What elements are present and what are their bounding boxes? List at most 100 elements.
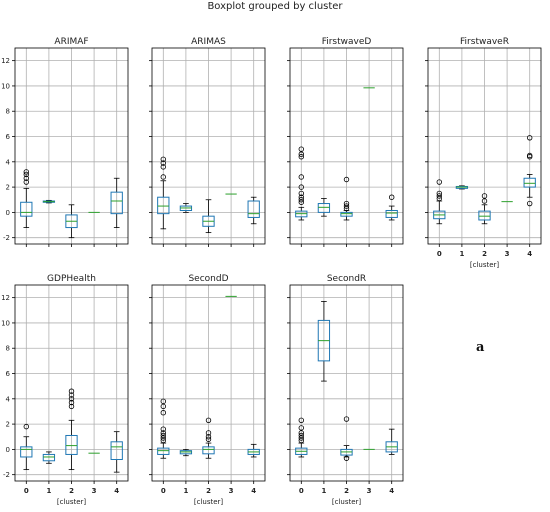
box-cluster-0: [295, 146, 308, 221]
outlier-point: [160, 437, 166, 444]
box-cluster-2: [202, 417, 215, 459]
x-tick-label: 4: [251, 487, 256, 495]
y-tick-label: 10: [1, 82, 10, 90]
subplot-title: FirstwaveR: [460, 37, 509, 47]
outlier-point: [23, 171, 29, 178]
x-tick-label: 0: [299, 487, 304, 495]
iqr-box: [157, 447, 170, 455]
outlier-point: [298, 435, 304, 441]
outlier-point: [298, 146, 304, 152]
x-tick-label: 0: [24, 487, 29, 495]
x-tick-label: 1: [459, 250, 464, 258]
box-cluster-4: [247, 443, 260, 458]
x-axis-label: [cluster]: [57, 498, 87, 506]
x-tick-label: 4: [389, 487, 394, 495]
x-tick-label: 3: [505, 250, 510, 258]
outlier-point: [298, 190, 304, 197]
iqr-box: [20, 446, 33, 458]
x-tick-label: 4: [527, 250, 532, 258]
subplot-title: SecondR: [327, 274, 366, 284]
outlier-point: [527, 135, 533, 141]
y-tick-label: 12: [1, 57, 10, 65]
outlier-point: [389, 194, 395, 200]
outlier-point: [436, 190, 442, 197]
box-cluster-0: [20, 169, 33, 228]
outlier-point: [343, 203, 350, 209]
x-tick-label: 0: [437, 250, 442, 258]
outlier-point: [481, 193, 488, 199]
outlier-point: [527, 200, 533, 207]
outlier-point: [205, 417, 212, 424]
outlier-point: [343, 200, 350, 207]
outlier-point: [68, 399, 75, 406]
x-tick-label: 3: [92, 487, 97, 495]
box-cluster-2: [65, 388, 78, 471]
outlier-point: [205, 434, 212, 440]
box-cluster-1: [42, 451, 56, 464]
outlier-point: [23, 169, 29, 175]
outlier-point: [298, 197, 304, 203]
outlier-point: [436, 193, 442, 199]
box-cluster-1: [179, 203, 193, 213]
y-tick-label: 6: [6, 370, 11, 378]
outlier-point: [68, 388, 75, 394]
outlier-point: [481, 198, 488, 204]
outlier-point: [205, 430, 212, 436]
outlier-point: [298, 430, 304, 436]
outlier-point: [160, 426, 166, 432]
subplot-arimas: ARIMAS: [149, 37, 266, 247]
outlier-point: [436, 179, 442, 185]
iqr-box: [523, 177, 536, 188]
subplot-title: FirstwaveD: [322, 37, 372, 47]
box-cluster-4: [110, 431, 123, 473]
iqr-box: [202, 446, 215, 455]
outlier-point: [436, 195, 442, 202]
outlier-point: [23, 423, 29, 430]
outlier-point: [298, 194, 304, 200]
x-tick-label: 4: [114, 487, 119, 495]
iqr-box: [110, 441, 123, 461]
box-cluster-0: [433, 179, 446, 225]
box-cluster-1: [179, 448, 193, 457]
subplot-title: ARIMAS: [191, 37, 226, 47]
y-tick-label: -2: [3, 234, 10, 242]
outlier-point: [160, 403, 166, 410]
box-cluster-1: [317, 301, 331, 382]
outlier-point: [298, 154, 304, 160]
outlier-point: [160, 156, 166, 162]
panel-tag: a: [476, 340, 485, 355]
y-tick-label: 8: [6, 345, 10, 353]
x-axis-label: [cluster]: [470, 261, 500, 269]
iqr-box: [478, 210, 491, 221]
outlier-point: [298, 417, 304, 424]
box-cluster-0: [20, 423, 33, 471]
y-tick-label: 10: [1, 319, 10, 327]
iqr-box: [385, 209, 398, 218]
y-tick-label: 4: [6, 395, 11, 403]
x-tick-label: 1: [183, 487, 188, 495]
box-cluster-0: [157, 398, 170, 459]
outlier-point: [298, 151, 304, 157]
x-tick-label: 1: [321, 487, 326, 495]
outlier-point: [160, 174, 166, 180]
outlier-point: [298, 425, 304, 431]
box-cluster-2: [478, 193, 491, 225]
box-cluster-1: [42, 199, 56, 204]
box-cluster-0: [157, 156, 170, 230]
subplot-title: ARIMAF: [54, 37, 88, 47]
outlier-point: [298, 437, 304, 444]
x-tick-label: 2: [344, 487, 349, 495]
outlier-point: [23, 179, 29, 185]
subplot-title: GDPHealth: [47, 274, 96, 284]
outlier-point: [23, 175, 29, 181]
outlier-point: [160, 435, 166, 441]
outlier-point: [343, 205, 350, 212]
outlier-point: [205, 436, 212, 442]
outlier-point: [160, 432, 166, 439]
y-tick-label: 6: [6, 133, 11, 141]
outlier-point: [160, 160, 166, 166]
outlier-point: [160, 410, 166, 416]
outlier-point: [68, 396, 75, 402]
